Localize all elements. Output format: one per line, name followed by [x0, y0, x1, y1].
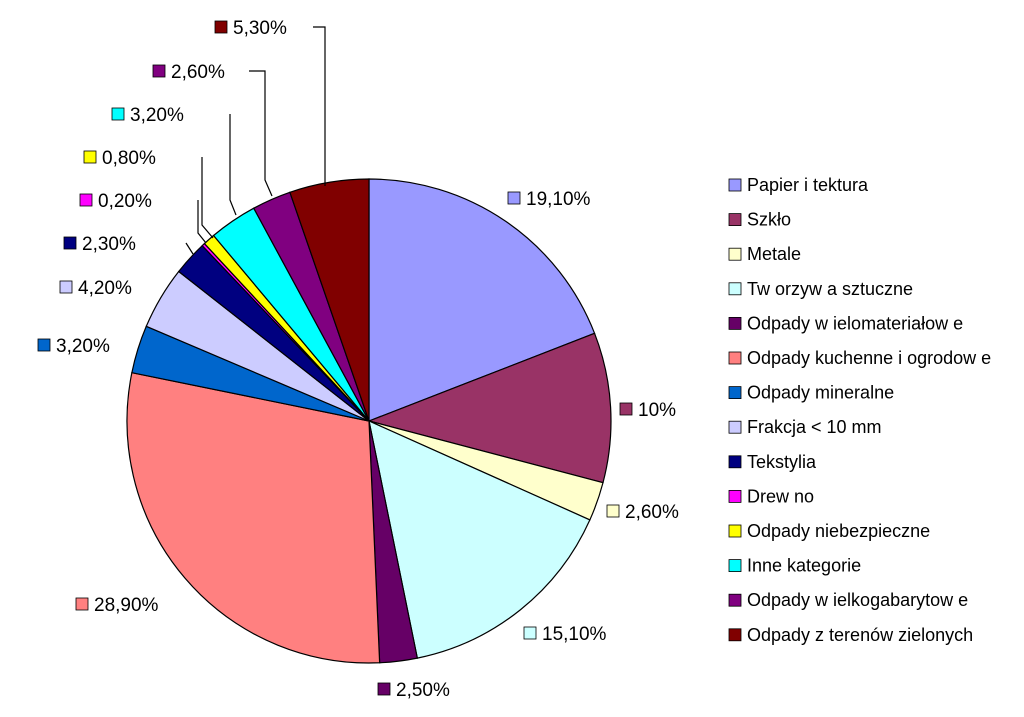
legend-item: Metale	[728, 244, 801, 264]
legend-swatch	[728, 489, 742, 503]
legend-item: Drew no	[728, 486, 814, 506]
data-labels: 19,10% 10% 2,60% 15,10% 2,50% 28,90% 3,20% 4,20…	[37, 18, 679, 701]
legend-item: Tekstylia	[728, 452, 817, 472]
legend-label: Odpady w ielomateriałow e	[747, 313, 963, 333]
data-label: 0,20%	[98, 191, 152, 212]
legend-label: Drew no	[747, 486, 814, 506]
data-label: 3,20%	[130, 105, 184, 126]
legend-swatch	[728, 559, 742, 572]
legend-swatch	[728, 420, 742, 434]
legend-item: Szkło	[728, 210, 791, 230]
legend-swatch	[728, 247, 742, 261]
data-label-swatch	[214, 20, 228, 34]
legend-label: Odpady w ielkogabarytow e	[747, 590, 968, 610]
data-label: 10%	[638, 400, 676, 421]
legend-label: Frakcja < 10 mm	[747, 417, 882, 437]
legend-label: Tw orzyw a sztuczne	[747, 279, 913, 299]
pie-slice-odpady-kuchenne-i-ogrodow-e-5	[126, 371, 381, 664]
legend-swatch	[728, 316, 742, 330]
leader-line	[185, 242, 194, 255]
legend-item: Inne kategorie	[728, 556, 861, 576]
pie-slice-odpady-z-teren-w-zielonych-13	[289, 178, 370, 422]
legend-label: Odpady mineralne	[747, 383, 894, 403]
legend-swatch	[728, 213, 742, 227]
legend-item: Odpady mineralne	[728, 383, 894, 403]
data-label: 2,60%	[171, 62, 225, 83]
legend-item: Odpady kuchenne i ogrodow e	[728, 348, 991, 368]
data-label: 28,90%	[94, 595, 159, 616]
legend-item: Odpady z terenów zielonych	[728, 625, 973, 645]
legend-item: Odpady w ielkogabarytow e	[728, 590, 968, 610]
legend-label: Inne kategorie	[747, 556, 861, 576]
data-label-swatch	[377, 682, 391, 696]
data-label-swatch	[63, 236, 77, 250]
legend-swatch	[728, 386, 742, 400]
legend-swatch	[728, 628, 742, 642]
data-label: 19,10%	[526, 189, 591, 210]
legend-swatch	[728, 178, 742, 192]
data-label-swatch	[606, 504, 620, 518]
data-label-swatch	[507, 191, 521, 205]
pie-slice-papier-i-tektura-0	[368, 178, 596, 422]
data-label-swatch	[75, 597, 89, 611]
data-label: 0,80%	[102, 148, 156, 169]
legend-item: Odpady w ielomateriałow e	[728, 313, 963, 333]
legend-item: Frakcja < 10 mm	[728, 417, 882, 437]
data-label: 5,30%	[233, 18, 287, 39]
data-label-swatch	[111, 107, 125, 121]
data-label: 15,10%	[542, 624, 607, 645]
legend-swatch	[728, 455, 742, 469]
data-label-swatch	[37, 338, 51, 352]
data-label-swatch	[83, 150, 97, 164]
legend-label: Szkło	[747, 210, 791, 230]
data-label-swatch	[152, 64, 166, 78]
leader-line	[249, 70, 273, 197]
pie-slices	[126, 178, 612, 664]
data-label: 2,60%	[625, 502, 679, 523]
legend-swatch	[728, 282, 742, 296]
data-label: 3,20%	[56, 336, 110, 357]
legend-item: Papier i tektura	[728, 175, 869, 195]
data-label-swatch	[523, 626, 537, 640]
legend-swatch	[728, 524, 742, 538]
legend-swatch	[728, 593, 742, 607]
legend-label: Odpady z terenów zielonych	[747, 625, 973, 645]
data-label-swatch	[59, 280, 73, 294]
legend-label: Papier i tektura	[747, 175, 869, 195]
legend-label: Odpady kuchenne i ogrodow e	[747, 348, 991, 368]
pie-slice-szk-o-1	[367, 332, 612, 484]
legend: Papier i tektura Szkło Metale Tw orzyw a sz…	[728, 175, 991, 645]
data-label-swatch	[619, 402, 633, 416]
data-label-swatch	[79, 193, 93, 207]
data-label: 4,20%	[78, 278, 132, 299]
legend-label: Metale	[747, 244, 801, 264]
legend-item: Odpady niebezpieczne	[728, 521, 930, 541]
leader-line	[197, 200, 207, 244]
legend-item: Tw orzyw a sztuczne	[728, 279, 913, 299]
legend-label: Odpady niebezpieczne	[747, 521, 930, 541]
leader-line	[201, 157, 214, 239]
legend-swatch	[728, 351, 742, 365]
data-label: 2,50%	[396, 680, 450, 701]
pie-slice-tw-orzyw-a-sztuczne-3	[368, 419, 591, 659]
data-label: 2,30%	[82, 234, 136, 255]
leader-line	[313, 26, 326, 186]
legend-label: Tekstylia	[747, 452, 817, 472]
leader-line	[229, 114, 237, 216]
